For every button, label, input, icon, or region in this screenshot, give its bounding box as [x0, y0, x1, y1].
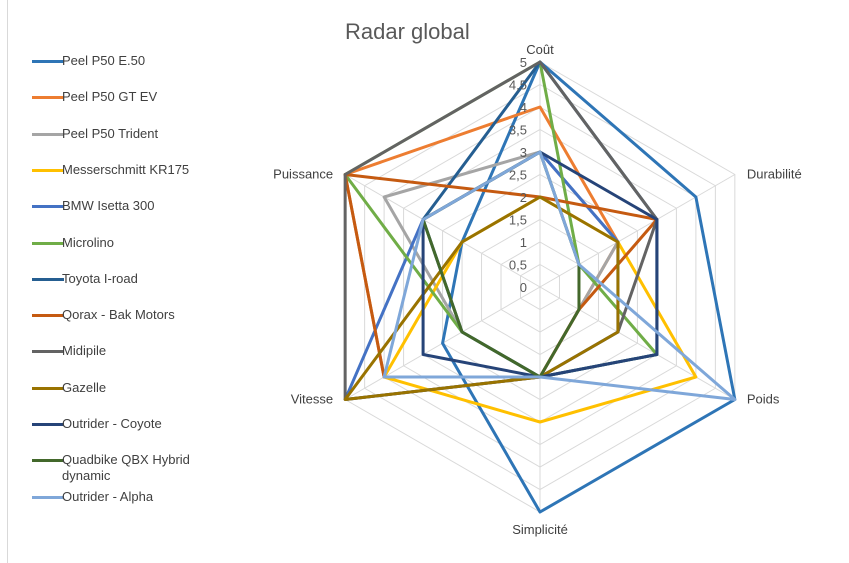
- tick-label: 2,5: [509, 168, 527, 183]
- legend-item: Outrider - Coyote: [62, 416, 162, 431]
- legend-swatch: [32, 96, 64, 100]
- tick-label: 5: [520, 55, 527, 70]
- axis-label: Puissance: [273, 167, 333, 182]
- legend-item: Messerschmitt KR175: [62, 161, 190, 177]
- legend-item: Peel P50 Trident: [62, 125, 159, 141]
- grid-spoke: [344, 174, 541, 288]
- legend-swatch: [32, 60, 64, 63]
- legend-item: Peel P50 GT EV: [62, 89, 158, 105]
- legend-swatch: [32, 168, 64, 172]
- legend-item: Toyota I-road: [62, 270, 138, 286]
- chart-title: Radar global: [345, 19, 470, 44]
- grid-spoke: [539, 286, 736, 400]
- legend-swatch: [32, 350, 64, 354]
- tick-label: 2: [520, 190, 527, 205]
- legend-swatch: [32, 459, 64, 463]
- legend-item: Quadbike QBX Hybrid dynamic: [62, 452, 190, 484]
- legend-swatch: [32, 205, 64, 209]
- axis-label: Simplicité: [512, 522, 568, 537]
- tick-label: 1,5: [509, 213, 527, 228]
- tick-label: 3,5: [509, 123, 527, 138]
- legend-swatch: [32, 277, 64, 281]
- tick-label: 3: [520, 145, 527, 160]
- legend-item: Microlino: [62, 234, 115, 250]
- legend-swatch: [32, 495, 64, 499]
- legend-swatch: [32, 132, 64, 136]
- legend-swatch: [32, 314, 64, 318]
- legend-item: Midipile: [62, 343, 107, 359]
- tick-label: 1: [520, 235, 527, 250]
- legend-item: BMW Isetta 300: [62, 198, 155, 214]
- legend-swatch: [32, 386, 64, 390]
- legend-item: Outrider - Alpha: [62, 488, 154, 504]
- axis-label: Poids: [747, 392, 780, 407]
- legend-swatch: [32, 423, 64, 426]
- legend-item: Peel P50 E.50: [62, 53, 146, 68]
- legend-item: Qorax - Bak Motors: [62, 307, 175, 323]
- legend-item: Gazelle: [62, 379, 107, 395]
- axis-label: Durabilité: [747, 167, 802, 182]
- tick-label: 4: [520, 100, 527, 115]
- grid-spoke: [539, 174, 736, 288]
- legend-swatch: [32, 241, 64, 245]
- chart-area: [7, 0, 849, 563]
- tick-label: 4,5: [509, 78, 527, 93]
- tick-label: 0,5: [509, 258, 527, 273]
- series-line-13: [382, 150, 737, 401]
- tick-label: 0: [520, 280, 527, 295]
- series-line-2: [343, 105, 620, 379]
- axis-label: Coût: [526, 42, 554, 57]
- axis-label: Vitesse: [291, 392, 333, 407]
